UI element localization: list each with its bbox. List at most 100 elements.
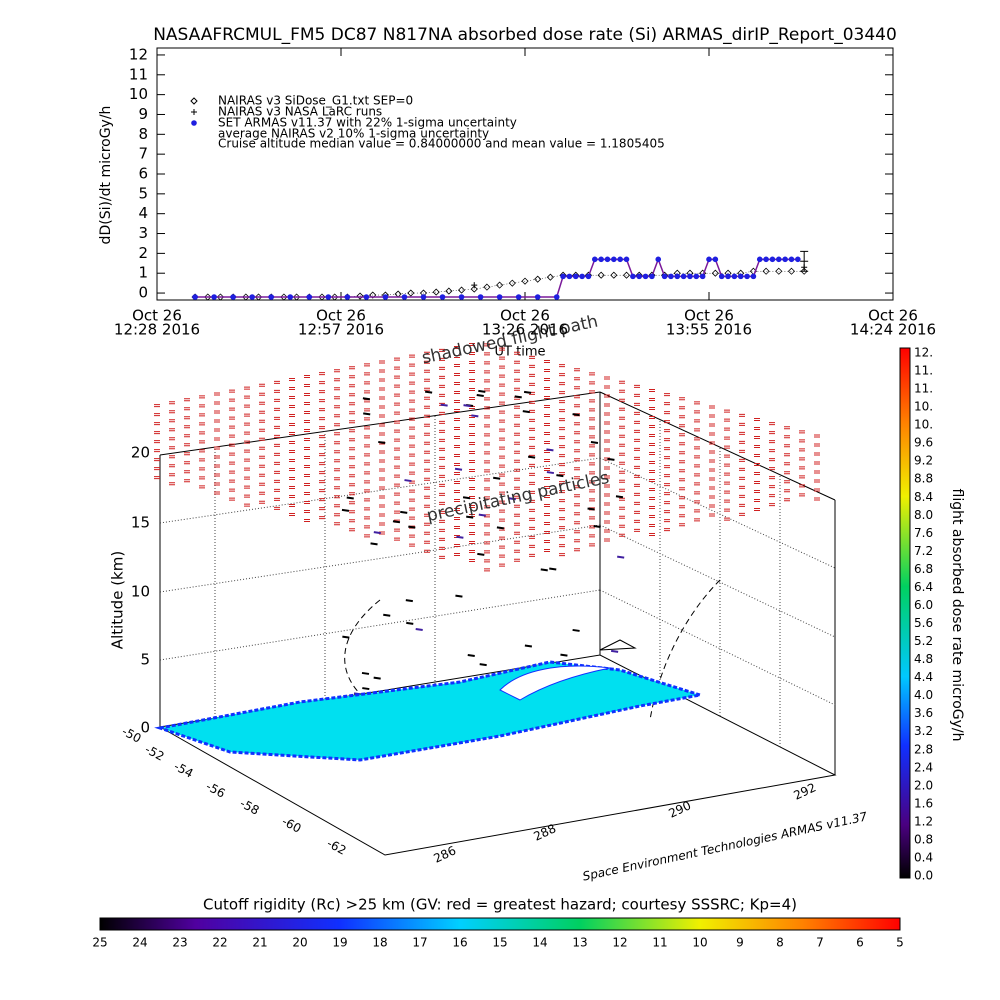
particle-dash xyxy=(409,390,415,394)
particle-dash xyxy=(679,496,685,500)
particle-dash xyxy=(199,413,205,417)
particle-dash xyxy=(424,441,430,445)
particle-dash xyxy=(304,447,310,451)
particle-dash xyxy=(259,392,265,396)
particle-dash xyxy=(799,439,805,443)
particle-dash xyxy=(244,413,250,417)
particle-dash xyxy=(454,354,460,358)
track-dash xyxy=(400,510,408,514)
particle-dash xyxy=(814,452,820,456)
particle-dash xyxy=(469,397,475,401)
track-dash xyxy=(540,568,548,572)
armas-point xyxy=(579,273,585,280)
particle-dash xyxy=(529,544,535,548)
particle-dash xyxy=(484,478,490,482)
diamond-point xyxy=(800,267,808,275)
legend-symbol xyxy=(191,120,197,126)
track-dash xyxy=(493,476,501,480)
particle-dash xyxy=(634,429,640,433)
particle-dash xyxy=(484,541,490,545)
particle-dash xyxy=(379,495,385,499)
particle-dash xyxy=(214,473,220,477)
particle-dash xyxy=(154,404,160,408)
particle-dash xyxy=(439,348,445,352)
particle-dash xyxy=(409,507,415,511)
particle-dash xyxy=(499,446,505,450)
particle-dash xyxy=(349,411,355,415)
particle-dash xyxy=(439,456,445,460)
particle-dash xyxy=(169,482,175,486)
particle-dash xyxy=(364,435,370,439)
particle-dash xyxy=(769,422,775,426)
dose-colorbar-label: 0.8 xyxy=(914,832,933,846)
particle-dash xyxy=(334,504,340,508)
particle-dash xyxy=(439,438,445,442)
particle-dash xyxy=(454,552,460,556)
particle-dash xyxy=(289,485,295,489)
dose-colorbar-label: 6.0 xyxy=(914,598,933,612)
particle-dash xyxy=(679,433,685,437)
particle-dash xyxy=(574,467,580,471)
particle-dash xyxy=(754,480,760,484)
track-dash xyxy=(546,471,555,475)
dose-colorbar-label: 8.4 xyxy=(914,490,933,504)
particle-dash xyxy=(559,409,565,413)
particle-dash xyxy=(409,408,415,412)
particle-dash xyxy=(574,539,580,543)
z-tick-label: 10 xyxy=(131,583,150,601)
dose-colorbar xyxy=(899,347,911,879)
particle-dash xyxy=(484,559,490,563)
particle-dash xyxy=(769,485,775,489)
particle-dash xyxy=(349,429,355,433)
particle-dash xyxy=(694,437,700,441)
y-tick-label: 0 xyxy=(138,284,148,302)
particle-dash xyxy=(304,438,310,442)
particle-dash xyxy=(604,421,610,425)
particle-dash xyxy=(349,456,355,460)
armas-point xyxy=(344,294,351,300)
particle-dash xyxy=(229,443,235,447)
particle-dash xyxy=(484,424,490,428)
particle-dash xyxy=(244,467,250,471)
particle-dash xyxy=(604,529,610,533)
armas-point xyxy=(775,256,782,263)
particle-dash xyxy=(574,548,580,552)
armas-point xyxy=(744,273,750,280)
y-tick-label: 4 xyxy=(138,204,148,222)
particle-dash xyxy=(709,441,715,445)
particle-dash xyxy=(724,463,730,467)
y-tick-label: 11 xyxy=(129,65,148,83)
particle-dash xyxy=(499,419,505,423)
particle-dash xyxy=(379,522,385,526)
particle-dash xyxy=(349,366,355,370)
particle-dash xyxy=(424,423,430,427)
particle-dash xyxy=(529,553,535,557)
rigidity-colorbar-label: 18 xyxy=(372,936,387,950)
particle-dash xyxy=(169,410,175,414)
track-dash xyxy=(370,542,378,546)
dose-colorbar-label: 5.6 xyxy=(914,616,933,630)
particle-dash xyxy=(559,391,565,395)
x-tick-label: 12:28 2016 xyxy=(114,321,200,339)
particle-dash xyxy=(154,413,160,417)
dose-colorbar-label: 6.4 xyxy=(914,580,933,594)
particle-dash xyxy=(304,456,310,460)
particle-dash xyxy=(454,399,460,403)
track-dash xyxy=(607,457,615,461)
particle-dash xyxy=(259,383,265,387)
particle-dash xyxy=(589,453,595,457)
particle-dash xyxy=(649,460,655,464)
dose-colorbar-title: flight absorbed dose rate microGy/h xyxy=(949,489,965,742)
particle-dash xyxy=(514,423,520,427)
particle-dash xyxy=(739,431,745,435)
particle-dash xyxy=(319,372,325,376)
particle-dash xyxy=(424,540,430,544)
particle-dash xyxy=(259,464,265,468)
particle-dash xyxy=(319,381,325,385)
particle-dash xyxy=(679,523,685,527)
particle-dash xyxy=(484,442,490,446)
particle-dash xyxy=(784,462,790,466)
armas-point xyxy=(572,273,579,280)
particle-dash xyxy=(274,488,280,492)
dose-colorbar-label: 10. xyxy=(914,400,933,414)
